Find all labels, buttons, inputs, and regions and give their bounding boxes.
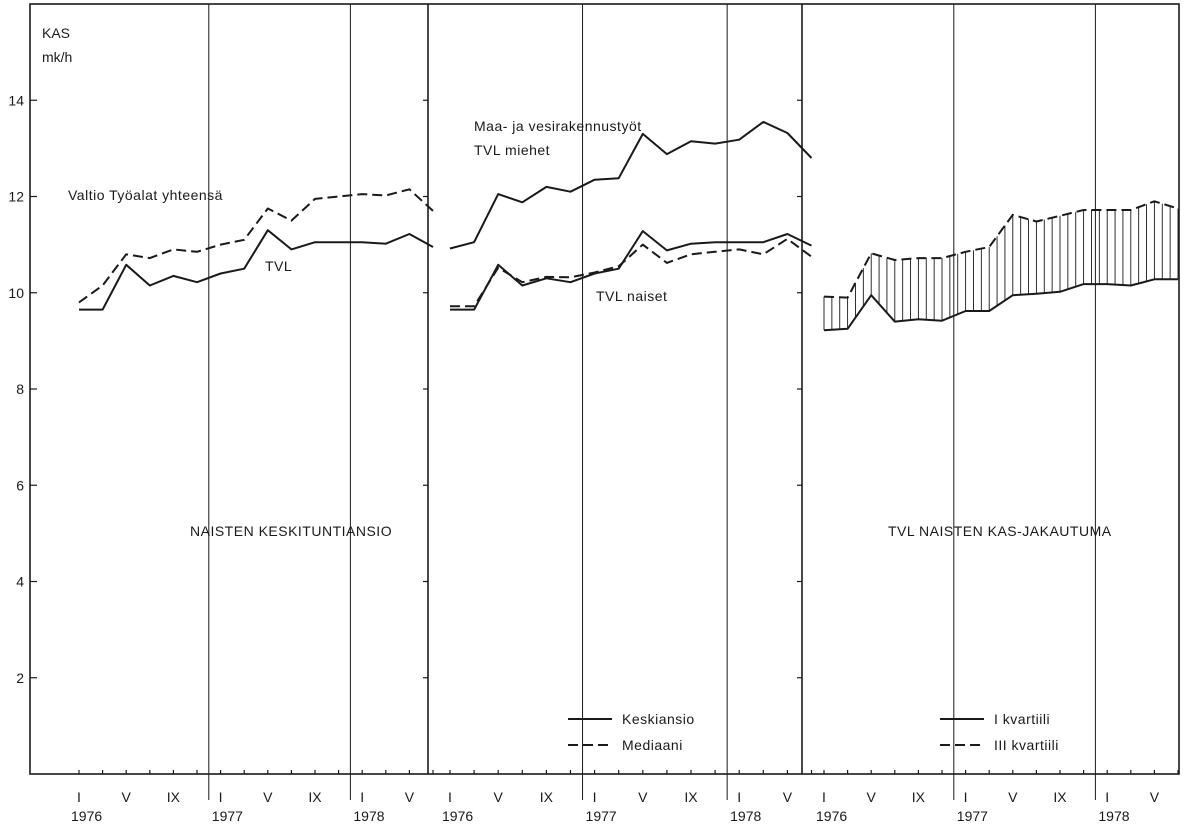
x-month-label-1-5: IX xyxy=(308,789,322,805)
x-year-label-1-2: 1978 xyxy=(353,808,384,824)
x-year-label-3-1: 1977 xyxy=(957,808,988,824)
chart-panels xyxy=(78,4,1179,800)
panel2-series-label-naiset: TVL naiset xyxy=(596,288,667,304)
series-line-3-1 xyxy=(823,200,1179,299)
x-year-label-2-1: 1977 xyxy=(586,808,617,824)
x-month-label-3-4: V xyxy=(1008,789,1018,805)
quartile-range-hatching xyxy=(823,201,1179,331)
x-month-label-1-3: I xyxy=(219,789,223,805)
x-month-label-3-0: I xyxy=(822,789,826,805)
x-month-label-1-4: V xyxy=(263,789,273,805)
panel3-legend-q1: I kvartiili xyxy=(994,711,1050,727)
panel3-title: TVL NAISTEN KAS-JAKAUTUMA xyxy=(888,523,1112,539)
y-axis-label-sub: mk/h xyxy=(42,49,72,65)
series-line-2-0 xyxy=(449,120,813,250)
panel-3 xyxy=(823,4,1179,800)
x-year-label-3-2: 1978 xyxy=(1098,808,1129,824)
panel-2 xyxy=(449,4,813,800)
x-month-label-1-6: I xyxy=(360,789,364,805)
panel2-series-label-maa: Maa- ja vesirakennustyöt xyxy=(474,118,642,134)
panel1-series-label-tvl: TVL xyxy=(265,258,292,274)
y-axis-label-unit: KAS xyxy=(42,25,70,41)
x-month-label-2-1: V xyxy=(494,789,504,805)
x-month-label-1-1: V xyxy=(122,789,132,805)
x-month-label-2-7: V xyxy=(783,789,793,805)
x-year-label-1-1: 1977 xyxy=(212,808,243,824)
x-month-label-3-3: I xyxy=(964,789,968,805)
y-axis-ticks: 2 4 6 8 10 12 14 xyxy=(8,92,802,686)
y-tick-label-4: 10 xyxy=(8,285,24,301)
x-month-label-3-6: I xyxy=(1105,789,1109,805)
x-month-label-2-3: I xyxy=(593,789,597,805)
x-month-label-3-7: V xyxy=(1150,789,1160,805)
series-line-1-0 xyxy=(78,188,434,304)
y-tick-label-5: 12 xyxy=(8,189,24,205)
x-month-label-1-7: V xyxy=(405,789,415,805)
x-month-label-2-0: I xyxy=(448,789,452,805)
x-month-label-3-5: IX xyxy=(1053,789,1067,805)
series-line-1-1 xyxy=(79,229,434,311)
panel-1 xyxy=(78,4,434,800)
x-month-label-2-5: IX xyxy=(684,789,698,805)
x-month-label-3-1: V xyxy=(867,789,877,805)
series-line-2-2 xyxy=(450,237,813,308)
panel1-title: NAISTEN KESKITUNTIANSIO xyxy=(190,523,392,539)
x-month-label-2-6: I xyxy=(737,789,741,805)
panel2-legend-mediaani: Mediaani xyxy=(622,737,683,753)
x-year-label-2-0: 1976 xyxy=(442,808,473,824)
x-month-label-2-4: V xyxy=(638,789,648,805)
panel2-series-label-miehet: TVL miehet xyxy=(474,142,550,158)
x-month-label-1-0: I xyxy=(77,789,81,805)
x-axis-labels: I V IX I V IX I V 1976 1977 1978 I V IX I V IX I V 1976 1977… xyxy=(71,789,1160,824)
x-year-label-2-2: 1978 xyxy=(730,808,761,824)
y-tick-label-6: 14 xyxy=(8,92,24,108)
x-year-label-1-0: 1976 xyxy=(71,808,102,824)
panel3-legend-q3: III kvartiili xyxy=(994,737,1059,753)
y-tick-label-2: 6 xyxy=(16,477,24,493)
panel2-legend-keskiansio: Keskiansio xyxy=(622,711,695,727)
panel1-series-label-valtio: Valtio Työalat yhteensä xyxy=(68,187,223,203)
x-month-label-2-2: IX xyxy=(540,789,554,805)
x-year-label-3-0: 1976 xyxy=(816,808,847,824)
x-month-label-1-2: IX xyxy=(167,789,181,805)
y-tick-label-1: 4 xyxy=(16,574,24,590)
y-tick-label-0: 2 xyxy=(16,670,24,686)
y-tick-label-3: 8 xyxy=(16,381,24,397)
x-month-label-3-2: IX xyxy=(912,789,926,805)
series-line-3-0 xyxy=(823,278,1178,332)
